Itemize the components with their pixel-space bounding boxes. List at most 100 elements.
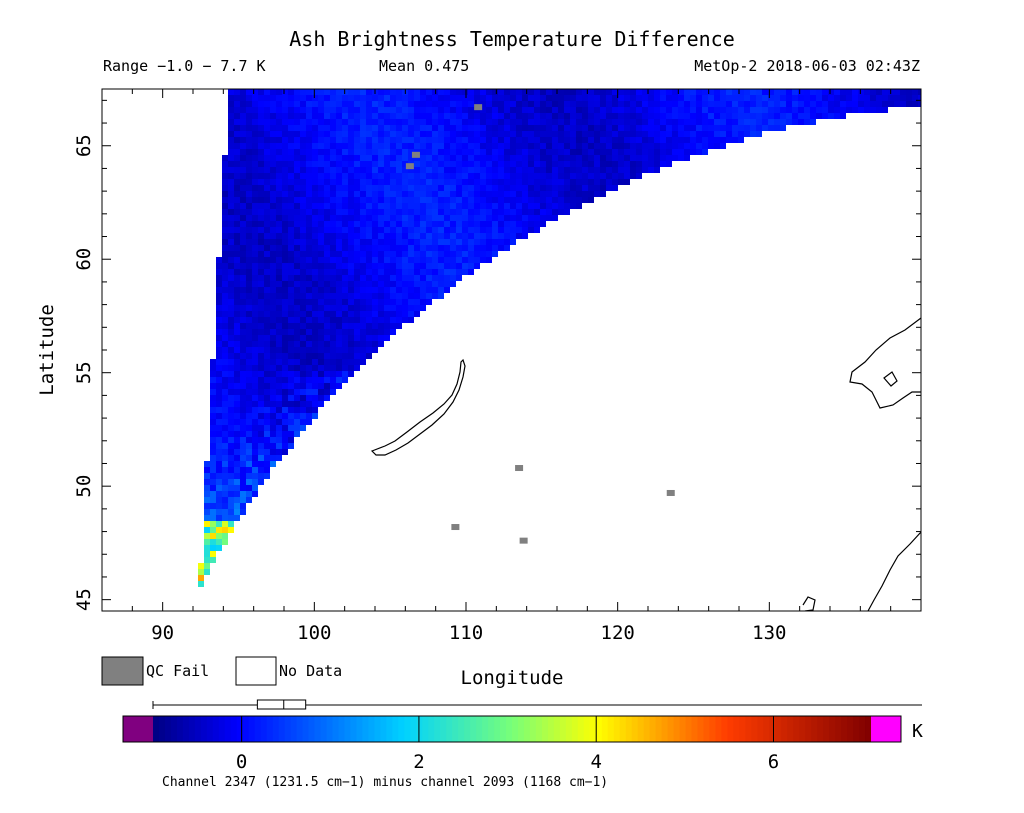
heatmap-cell xyxy=(300,173,306,179)
heatmap-cell xyxy=(456,257,462,263)
heatmap-cell xyxy=(312,155,318,161)
heatmap-cell xyxy=(666,131,672,137)
heatmap-cell xyxy=(318,377,324,383)
heatmap-cell xyxy=(246,239,252,245)
heatmap-cell xyxy=(408,149,414,155)
colorbar-segment xyxy=(494,716,501,742)
heatmap-cell xyxy=(216,383,222,389)
heatmap-cell xyxy=(516,221,522,227)
colorbar-segment xyxy=(685,716,693,742)
heatmap-cell xyxy=(816,113,822,119)
heatmap-cell xyxy=(240,251,246,257)
heatmap-cell xyxy=(450,209,456,215)
heatmap-cell xyxy=(330,233,336,239)
heatmap-cell xyxy=(258,401,264,407)
heatmap-cell xyxy=(324,347,330,353)
heatmap-cell xyxy=(300,137,306,143)
heatmap-cell xyxy=(708,101,714,107)
heatmap-cell xyxy=(252,293,258,299)
heatmap-cell xyxy=(762,125,768,131)
heatmap-cell xyxy=(288,293,294,299)
heatmap-cell xyxy=(516,227,522,233)
heatmap-cell xyxy=(420,245,426,251)
heatmap-cell xyxy=(504,227,510,233)
heatmap-cell xyxy=(306,233,312,239)
heatmap-cell xyxy=(486,179,492,185)
heatmap-cell xyxy=(510,167,516,173)
heatmap-cell xyxy=(342,263,348,269)
heatmap-cell xyxy=(246,419,252,425)
heatmap-cell xyxy=(378,167,384,173)
heatmap-cell xyxy=(636,89,642,95)
heatmap-cell xyxy=(336,197,342,203)
heatmap-cell xyxy=(288,119,294,125)
heatmap-cell xyxy=(306,347,312,353)
heatmap-cell xyxy=(768,119,774,125)
heatmap-cell xyxy=(750,125,756,131)
heatmap-cell xyxy=(294,101,300,107)
heatmap-cell xyxy=(474,239,480,245)
heatmap-cell xyxy=(288,107,294,113)
heatmap-cell xyxy=(216,497,222,503)
heatmap-cell xyxy=(348,365,354,371)
heatmap-cell xyxy=(564,155,570,161)
heatmap-cell xyxy=(258,185,264,191)
heatmap-cell xyxy=(324,89,330,95)
heatmap-cell xyxy=(330,227,336,233)
colorbar-segment xyxy=(829,716,836,742)
heatmap-cell xyxy=(288,323,294,329)
heatmap-cell xyxy=(426,131,432,137)
heatmap-cell xyxy=(402,305,408,311)
heatmap-cell xyxy=(264,401,270,407)
heatmap-cell xyxy=(318,239,324,245)
heatmap-cell xyxy=(330,365,336,371)
heatmap-cell xyxy=(324,179,330,185)
heatmap-cell xyxy=(570,107,576,113)
heatmap-cell xyxy=(522,167,528,173)
colorbar-segment xyxy=(446,716,453,742)
heatmap-cell xyxy=(264,95,270,101)
heatmap-cell xyxy=(498,89,504,95)
heatmap-cell xyxy=(354,155,360,161)
heatmap-cell xyxy=(264,347,270,353)
heatmap-cell xyxy=(234,359,240,365)
colorbar-segment xyxy=(212,716,220,742)
heatmap-cell xyxy=(330,155,336,161)
heatmap-swath xyxy=(198,89,921,587)
heatmap-cell xyxy=(522,155,528,161)
heatmap-cell xyxy=(210,503,216,509)
heatmap-cell xyxy=(360,155,366,161)
heatmap-cell xyxy=(270,341,276,347)
heatmap-cell xyxy=(354,185,360,191)
heatmap-cell xyxy=(324,185,330,191)
heatmap-cell xyxy=(450,101,456,107)
heatmap-cell xyxy=(474,221,480,227)
heatmap-cell xyxy=(546,137,552,143)
heatmap-cell xyxy=(564,137,570,143)
heatmap-cell xyxy=(462,125,468,131)
heatmap-cell xyxy=(258,323,264,329)
heatmap-cell xyxy=(798,107,804,113)
heatmap-cell xyxy=(450,203,456,209)
heatmap-cell xyxy=(228,473,234,479)
heatmap-cell xyxy=(258,275,264,281)
heatmap-cell xyxy=(420,95,426,101)
heatmap-cell xyxy=(402,311,408,317)
heatmap-cell xyxy=(270,209,276,215)
heatmap-cell xyxy=(534,113,540,119)
heatmap-cell xyxy=(870,101,876,107)
heatmap-cell xyxy=(390,203,396,209)
heatmap-cell xyxy=(222,227,228,233)
heatmap-cell xyxy=(342,347,348,353)
heatmap-cell xyxy=(888,95,894,101)
mean-text: Mean 0.475 xyxy=(379,57,469,75)
heatmap-cell xyxy=(312,329,318,335)
heatmap-cell xyxy=(300,95,306,101)
heatmap-cell xyxy=(228,191,234,197)
heatmap-cell xyxy=(444,167,450,173)
heatmap-cell xyxy=(258,407,264,413)
heatmap-cell xyxy=(732,89,738,95)
heatmap-cell xyxy=(492,161,498,167)
heatmap-cell xyxy=(354,245,360,251)
heatmap-cell xyxy=(228,437,234,443)
